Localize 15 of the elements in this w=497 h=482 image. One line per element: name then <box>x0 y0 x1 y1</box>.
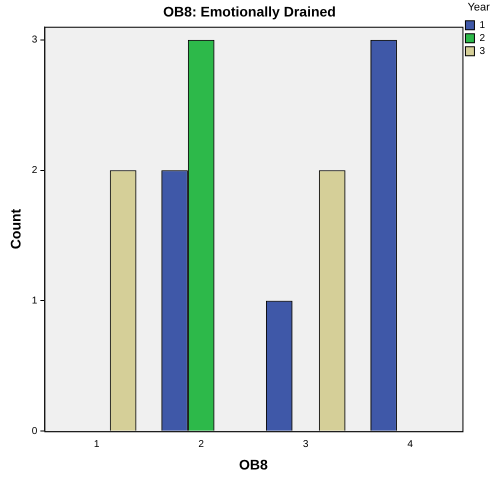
y-tick-label: 3 <box>32 34 38 46</box>
y-axis-title: Count <box>7 208 24 250</box>
x-tick-label: 2 <box>198 438 204 450</box>
chart-title: OB8: Emotionally Drained <box>163 3 336 20</box>
legend-label: 2 <box>479 32 486 44</box>
y-tick-label: 2 <box>32 165 38 176</box>
y-tick-label: 0 <box>32 426 38 437</box>
legend-title: Year <box>468 2 490 14</box>
x-tick-label: 3 <box>302 438 309 450</box>
x-tick-label: 4 <box>407 438 414 450</box>
x-axis-title: OB8 <box>239 456 268 472</box>
y-tick-label: 1 <box>32 296 38 306</box>
legend-label: 1 <box>479 20 486 31</box>
legend-label: 3 <box>479 46 486 57</box>
x-tick-label: 1 <box>94 438 100 450</box>
